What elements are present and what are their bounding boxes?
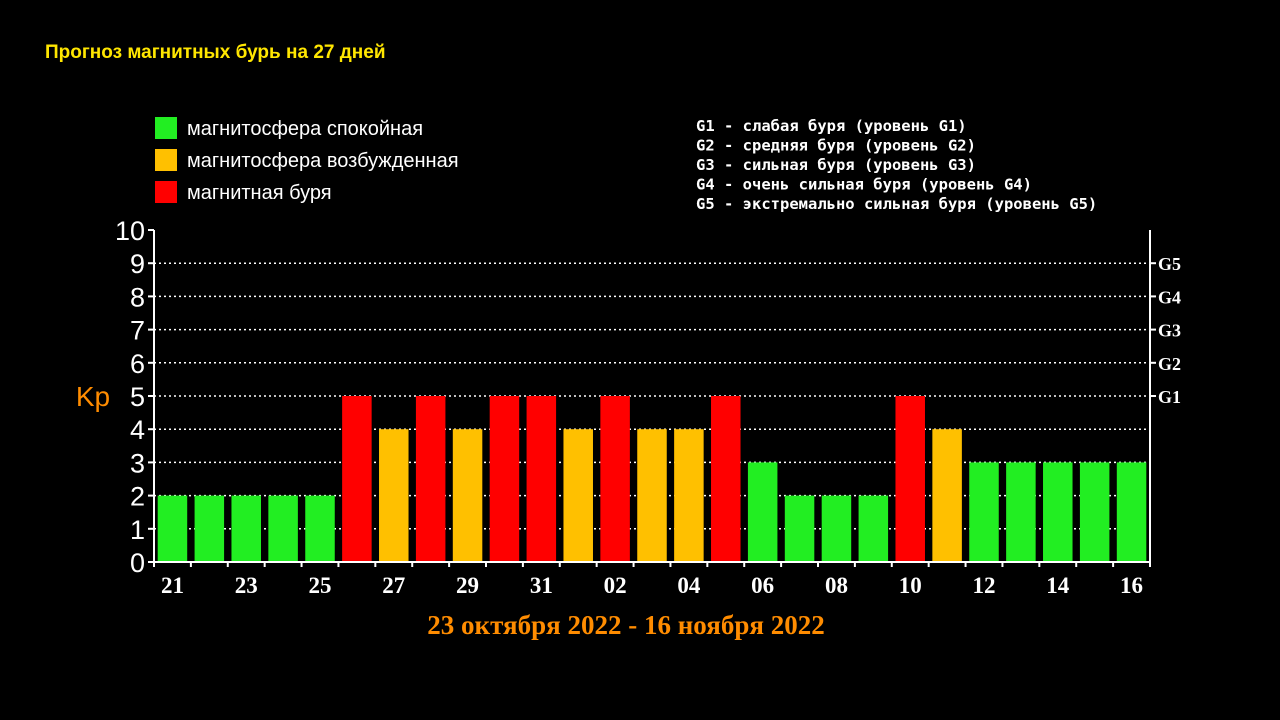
y-tick-label: 3 — [130, 448, 145, 478]
bar-26 — [342, 396, 372, 562]
bar-06 — [747, 462, 778, 562]
y-tick-label: 7 — [130, 316, 145, 346]
x-tick-label: 27 — [382, 573, 405, 598]
bar-03 — [637, 429, 667, 562]
bar-02 — [600, 396, 630, 562]
bar-14 — [1043, 462, 1073, 562]
bar-07 — [784, 495, 815, 562]
x-tick-label: 23 — [235, 573, 258, 598]
bar-21 — [157, 495, 188, 562]
x-tick-label: 31 — [530, 573, 553, 598]
bar-08 — [821, 495, 852, 562]
storm-level-description: G5 - экстремально сильная буря (уровень … — [696, 195, 1097, 213]
y-tick-label: 4 — [130, 415, 145, 445]
x-tick-label: 25 — [309, 573, 332, 598]
x-tick-label: 10 — [899, 573, 922, 598]
x-tick-label: 29 — [456, 573, 479, 598]
y-tick-label: 10 — [115, 216, 145, 246]
x-tick-label: 14 — [1046, 573, 1070, 598]
y-tick-label: 5 — [130, 382, 145, 412]
bar-12 — [969, 462, 999, 562]
right-axis-label-G4: G4 — [1158, 287, 1181, 307]
bar-16 — [1116, 462, 1147, 562]
bar-24 — [268, 495, 298, 562]
bar-31 — [526, 396, 557, 562]
x-tick-label: 04 — [677, 573, 701, 598]
bar-30 — [489, 396, 520, 562]
y-tick-label: 1 — [130, 515, 145, 545]
storm-level-description: G2 - средняя буря (уровень G2) — [696, 137, 976, 155]
bar-05 — [711, 396, 741, 562]
storm-level-description: G4 - очень сильная буря (уровень G4) — [696, 176, 1032, 194]
bar-23 — [231, 495, 261, 562]
storm-level-description: G3 - сильная буря (уровень G3) — [696, 156, 976, 174]
x-tick-label: 16 — [1120, 573, 1143, 598]
right-axis-label-G2: G2 — [1158, 354, 1181, 374]
x-tick-label: 21 — [161, 573, 184, 598]
right-axis-label-G3: G3 — [1158, 321, 1181, 341]
y-tick-label: 2 — [130, 482, 145, 512]
bar-10 — [895, 396, 925, 562]
bar-04 — [674, 429, 704, 562]
y-tick-label: 6 — [130, 349, 145, 379]
x-tick-label: 08 — [825, 573, 848, 598]
x-tick-label: 12 — [973, 573, 996, 598]
chart-title: Прогноз магнитных бурь на 27 дней — [45, 42, 386, 63]
legend-label: магнитосфера возбужденная — [187, 150, 459, 172]
legend-swatch — [155, 181, 177, 203]
bar-15 — [1079, 462, 1110, 562]
x-axis-label: 23 октября 2022 - 16 ноября 2022 — [427, 610, 824, 640]
legend-swatch — [155, 117, 177, 139]
legend-label: магнитосфера спокойная — [187, 118, 423, 140]
right-axis-label-G1: G1 — [1158, 387, 1181, 407]
y-tick-label: 0 — [130, 548, 145, 578]
legend-label: магнитная буря — [187, 182, 332, 204]
storm-level-description: G1 - слабая буря (уровень G1) — [696, 117, 967, 135]
bar-09 — [858, 495, 889, 562]
y-axis-label: Kp — [76, 381, 110, 412]
bar-25 — [305, 495, 335, 562]
bar-27 — [379, 429, 409, 562]
bar-22 — [194, 495, 225, 562]
bar-29 — [452, 429, 483, 562]
x-tick-label: 02 — [604, 573, 627, 598]
right-axis-label-G5: G5 — [1158, 254, 1181, 274]
x-tick-label: 06 — [751, 573, 774, 598]
bar-01 — [563, 429, 593, 562]
bar-28 — [415, 396, 446, 562]
y-tick-label: 8 — [130, 282, 145, 312]
bar-11 — [932, 429, 962, 562]
legend-swatch — [155, 149, 177, 171]
bar-13 — [1006, 462, 1036, 562]
y-tick-label: 9 — [130, 249, 145, 279]
